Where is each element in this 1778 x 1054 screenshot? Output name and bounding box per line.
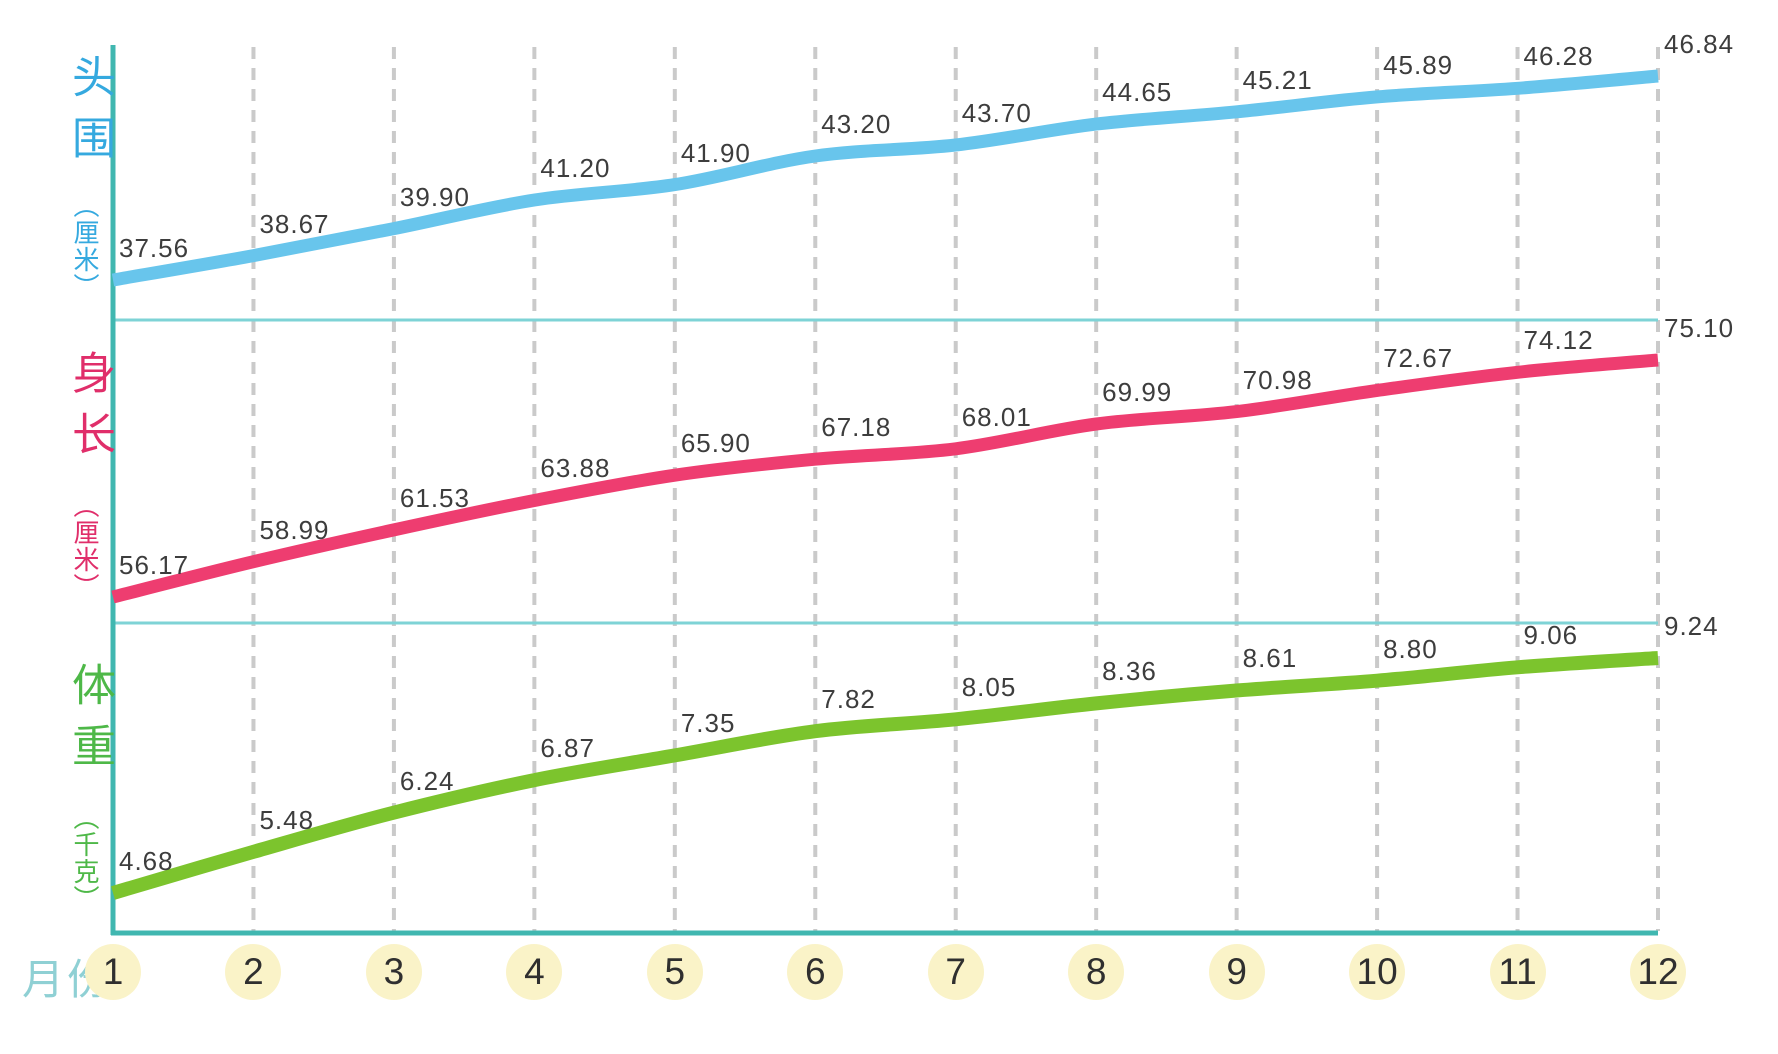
- series-unit-body-length: （厘米）: [70, 492, 100, 600]
- series-line-weight: [111, 651, 1659, 900]
- series-line-head-circumference: [111, 69, 1659, 287]
- series-title-head-circumference: 头围: [65, 54, 114, 176]
- series-unit-weight: （千克）: [70, 804, 100, 912]
- series-line-body-length: [111, 353, 1659, 604]
- series-unit-head-circumference: （厘米）: [70, 192, 100, 300]
- series-title-body-length: 身长: [65, 350, 114, 472]
- x-axis-label: 月份: [22, 956, 113, 1003]
- series-title-weight: 体重: [65, 662, 114, 784]
